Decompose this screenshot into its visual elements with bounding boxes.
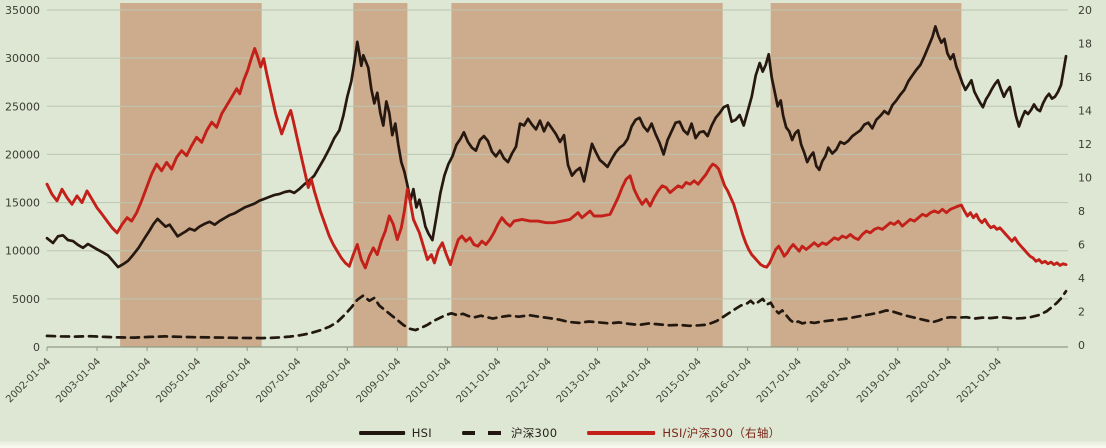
x-tick-label: 2014-01-04	[605, 356, 654, 405]
x-tick-label: 2017-01-04	[755, 356, 804, 405]
x-tick-label: 2005-01-04	[154, 356, 203, 405]
legend-item-ratio: HSI/沪深300（右轴）	[587, 425, 780, 441]
x-tick-label: 2004-01-04	[104, 356, 153, 405]
legend-item-csi300: 沪深300	[461, 425, 558, 441]
y-right-tick-label: 20	[1078, 4, 1092, 17]
legend-label-hsi: HSI	[411, 426, 432, 440]
x-tick-label: 2011-01-04	[455, 356, 504, 405]
x-tick-label: 2018-01-04	[805, 356, 854, 405]
x-tick-label: 2010-01-04	[405, 356, 454, 405]
legend-red-line-swatch	[587, 431, 656, 435]
x-tick-label: 2019-01-04	[855, 356, 904, 405]
x-tick-label: 2015-01-04	[655, 356, 704, 405]
x-tick-label: 2009-01-04	[355, 356, 404, 405]
chart-legend: HSI 沪深300 HSI/沪深300（右轴）	[358, 425, 781, 441]
y-right-tick-label: 2	[1078, 306, 1085, 319]
y-right-tick-label: 10	[1078, 172, 1092, 185]
x-tick-label: 2003-01-04	[54, 356, 103, 405]
x-tick-label: 2020-01-04	[905, 356, 954, 405]
bottom-strip	[0, 441, 1106, 448]
legend-solid-line-swatch	[358, 431, 405, 435]
legend-item-hsi: HSI	[358, 426, 432, 440]
y-right-tick-label: 16	[1078, 71, 1092, 84]
highlight-band	[770, 3, 962, 347]
y-left-tick-label: 25000	[5, 100, 40, 113]
x-tick-label: 2002-01-04	[4, 356, 53, 405]
legend-label-ratio: HSI/沪深300（右轴）	[662, 426, 781, 440]
x-tick-label: 2008-01-04	[305, 356, 354, 405]
y-left-tick-label: 0	[33, 341, 40, 354]
y-left-tick-label: 30000	[5, 52, 40, 65]
x-tick-label: 2007-01-04	[254, 356, 303, 405]
y-left-tick-label: 10000	[5, 245, 40, 258]
legend-dashed-line-swatch	[461, 431, 504, 435]
x-tick-label: 2016-01-04	[705, 356, 754, 405]
y-left-tick-label: 15000	[5, 197, 40, 210]
highlight-band	[120, 3, 262, 347]
hsi-line	[45, 25, 1068, 269]
x-tick-label: 2021-01-04	[955, 356, 1004, 405]
legend-label-csi300: 沪深300	[510, 426, 558, 440]
csi300-line	[45, 289, 1068, 340]
y-left-tick-label: 20000	[5, 148, 40, 161]
x-tick-label: 2013-01-04	[555, 356, 604, 405]
x-tick-label: 2006-01-04	[204, 356, 253, 405]
x-tick-label: 2012-01-04	[505, 356, 554, 405]
highlight-band	[451, 3, 723, 347]
y-right-tick-label: 0	[1078, 339, 1085, 352]
y-right-tick-label: 18	[1078, 38, 1092, 51]
y-right-tick-label: 6	[1078, 239, 1085, 252]
y-left-tick-label: 5000	[12, 293, 40, 306]
y-right-tick-label: 4	[1078, 272, 1085, 285]
y-left-tick-label: 35000	[5, 4, 40, 17]
y-right-tick-label: 12	[1078, 138, 1092, 151]
y-right-tick-label: 14	[1078, 105, 1092, 118]
ratio-line	[45, 47, 1068, 270]
y-right-tick-label: 8	[1078, 205, 1085, 218]
